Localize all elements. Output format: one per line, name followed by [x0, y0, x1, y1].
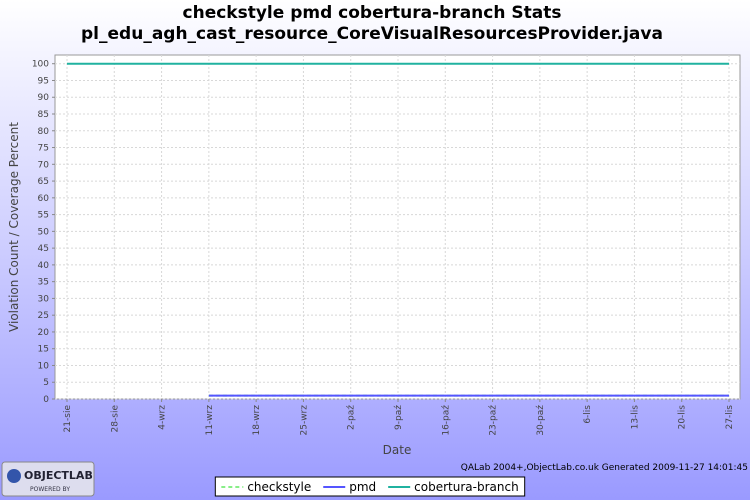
- legend-label: pmd: [349, 480, 376, 494]
- legend-box: [214, 476, 526, 497]
- x-tick-label: 18-wrz: [252, 405, 262, 436]
- y-tick-label: 90: [38, 93, 50, 103]
- y-tick-label: 50: [38, 227, 50, 237]
- y-tick-label: 20: [38, 328, 50, 338]
- legend-label: checkstyle: [247, 480, 311, 494]
- y-tick-label: 60: [38, 194, 50, 204]
- x-tick-label: 13-lis: [630, 405, 640, 430]
- y-tick-label: 45: [38, 244, 49, 254]
- y-axis-label: Violation Count / Coverage Percent: [7, 122, 21, 332]
- logo-name: OBJECTLAB: [24, 469, 93, 482]
- y-tick-label: 70: [38, 160, 50, 170]
- x-tick-label: 20-lis: [678, 405, 688, 430]
- x-tick-label: 6-lis: [583, 405, 593, 424]
- y-tick-label: 100: [32, 60, 49, 70]
- x-tick-label: 25-wrz: [299, 405, 309, 436]
- y-tick-label: 0: [43, 395, 49, 405]
- x-tick-label: 2-paź: [347, 405, 357, 430]
- y-tick-label: 55: [38, 211, 49, 221]
- y-tick-label: 80: [38, 127, 50, 137]
- logo-icon: [7, 469, 21, 483]
- y-tick-label: 10: [38, 361, 50, 371]
- x-tick-label: 28-sie: [110, 405, 120, 433]
- legend-label: cobertura-branch: [414, 480, 519, 494]
- x-tick-label: 27-lis: [725, 405, 735, 430]
- x-tick-label: 30-paź: [536, 405, 546, 436]
- y-tick-label: 85: [38, 110, 49, 120]
- y-tick-label: 5: [43, 378, 49, 388]
- y-tick-label: 75: [38, 144, 49, 154]
- logo-tagline: POWERED BY: [30, 486, 70, 493]
- y-tick-label: 15: [38, 345, 49, 355]
- y-tick-label: 65: [38, 177, 49, 187]
- x-tick-label: 23-paź: [489, 405, 499, 436]
- x-tick-label: 16-paź: [441, 405, 451, 436]
- logo-box: [1, 461, 95, 497]
- x-axis-label: Date: [383, 443, 412, 457]
- x-tick-label: 21-sie: [63, 405, 73, 433]
- chart-title: checkstyle pmd cobertura-branch Stats: [183, 3, 562, 23]
- y-tick-label: 35: [38, 278, 49, 288]
- chart-subtitle: pl_edu_agh_cast_resource_CoreVisualResou…: [81, 24, 663, 44]
- y-tick-label: 95: [38, 76, 49, 86]
- footer: QALab 2004+,ObjectLab.co.uk Generated 20…: [461, 463, 748, 473]
- y-tick-label: 25: [38, 311, 49, 321]
- x-tick-label: 11-wrz: [205, 405, 215, 436]
- y-tick-label: 30: [38, 294, 50, 304]
- x-tick-label: 9-paź: [394, 405, 404, 430]
- y-tick-label: 40: [38, 261, 50, 271]
- x-tick-label: 4-wrz: [158, 405, 168, 430]
